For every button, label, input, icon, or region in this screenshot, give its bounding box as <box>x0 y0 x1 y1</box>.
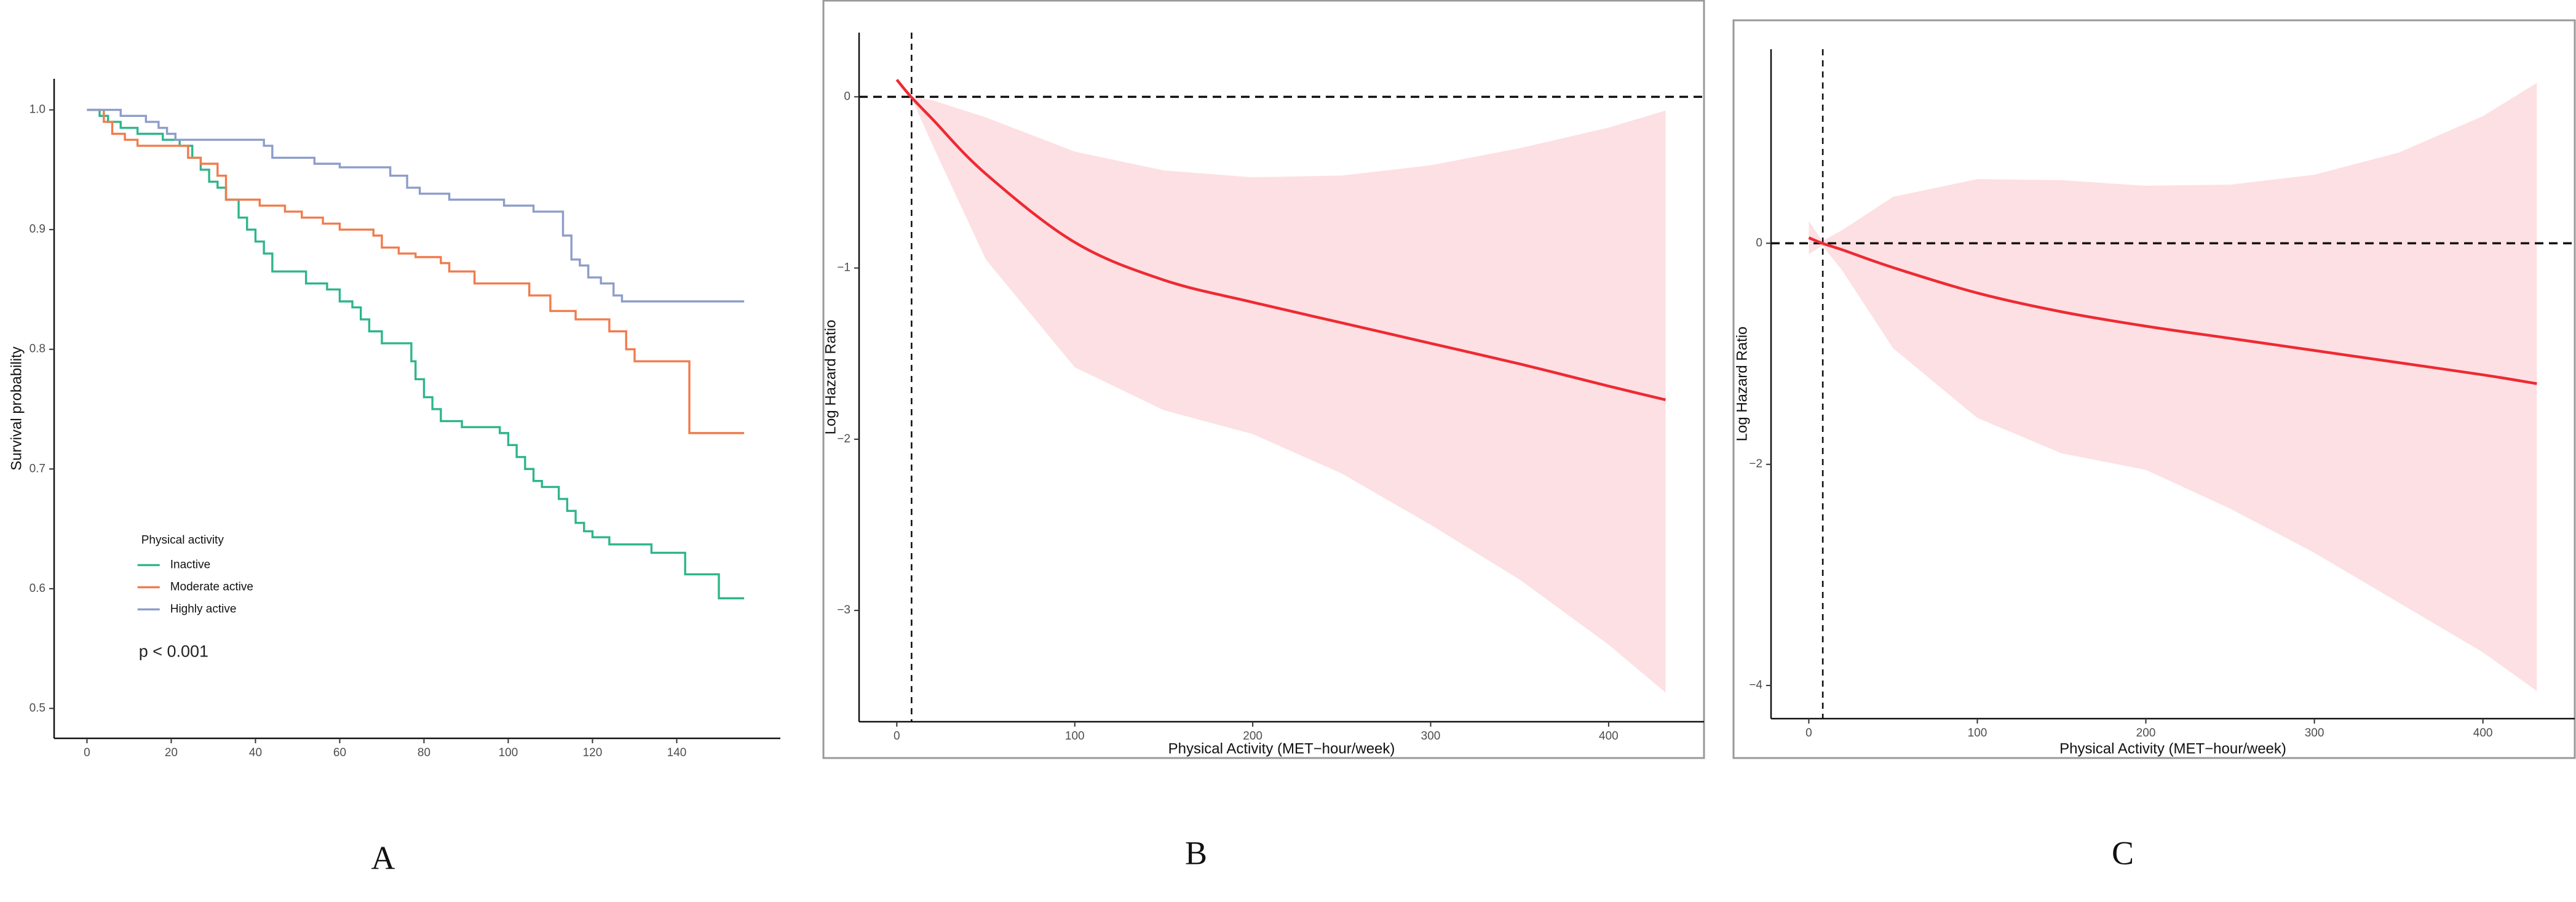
x-tick-label: 200 <box>1243 730 1262 743</box>
y-tick-label: 0.6 <box>30 582 46 595</box>
y-axis-title: Log Hazard Ratio <box>822 320 839 435</box>
hazard-curve <box>895 79 1666 402</box>
x-tick-label: 140 <box>667 746 687 759</box>
y-axis-title: Survival probability <box>8 346 25 470</box>
chart-panel: Physical Activity (MET−hour/week) 0 100 200… <box>822 33 1704 871</box>
hazard-curve <box>1808 236 2537 385</box>
annotation: p < 0.001 <box>139 642 208 661</box>
x-tick-label: 0 <box>894 730 900 743</box>
y-tick-label: −2 <box>1749 458 1762 471</box>
x-tick-label: 100 <box>499 746 518 759</box>
panel-label: A <box>371 839 395 876</box>
x-tick-label: 100 <box>1065 730 1085 743</box>
chart-panel: Physical Activity (MET−hour/week) 0 100 200… <box>1734 49 2575 871</box>
x-axis-title: Physical Activity (MET−hour/week) <box>1168 740 1395 757</box>
confidence-band <box>1809 82 2537 692</box>
y-axis-title: Log Hazard Ratio <box>1734 327 1750 442</box>
panel-label: B <box>1185 834 1207 871</box>
x-tick-label: 60 <box>333 746 346 759</box>
survival-curve <box>87 108 745 434</box>
y-tick-label: −4 <box>1749 679 1762 692</box>
x-tick-label: 300 <box>2305 727 2324 740</box>
y-tick-label: 0.9 <box>30 223 46 236</box>
x-tick-label: 40 <box>249 746 262 759</box>
panel-border <box>822 0 1705 759</box>
y-tick-label: 1.0 <box>30 103 46 116</box>
x-tick-label: 0 <box>1805 727 1812 740</box>
y-tick-label: 0.8 <box>30 343 46 356</box>
x-tick-label: 200 <box>2136 727 2156 740</box>
x-tick-label: 400 <box>2473 727 2493 740</box>
y-tick-label: 0 <box>844 90 850 103</box>
y-tick-label: −1 <box>837 261 850 274</box>
x-tick-label: 120 <box>583 746 603 759</box>
y-tick-label: −2 <box>837 433 850 445</box>
y-tick-label: 0.7 <box>30 462 46 475</box>
legend-label: Inactive <box>170 558 210 571</box>
x-tick-label: 100 <box>1968 727 1987 740</box>
chart-panel: Physical activity Inactive Moderate active… <box>8 79 780 876</box>
panel-border <box>1732 19 2576 759</box>
y-tick-label: 0.5 <box>30 701 46 714</box>
x-tick-label: 20 <box>165 746 178 759</box>
legend-label: Highly active <box>170 602 237 615</box>
x-tick-label: 300 <box>1421 730 1441 743</box>
x-axis-title: Physical Activity (MET−hour/week) <box>2059 740 2286 757</box>
y-tick-label: −3 <box>837 604 850 617</box>
x-tick-label: 400 <box>1599 730 1619 743</box>
legend-label: Moderate active <box>170 580 253 593</box>
x-tick-label: 0 <box>84 746 90 759</box>
survival-curve <box>87 108 745 600</box>
legend-title: Physical activity <box>141 533 224 546</box>
confidence-band <box>897 79 1666 693</box>
x-tick-label: 80 <box>418 746 430 759</box>
panel-label: C <box>2112 834 2134 871</box>
y-tick-label: 0 <box>1756 236 1762 249</box>
survival-curve <box>87 108 745 303</box>
